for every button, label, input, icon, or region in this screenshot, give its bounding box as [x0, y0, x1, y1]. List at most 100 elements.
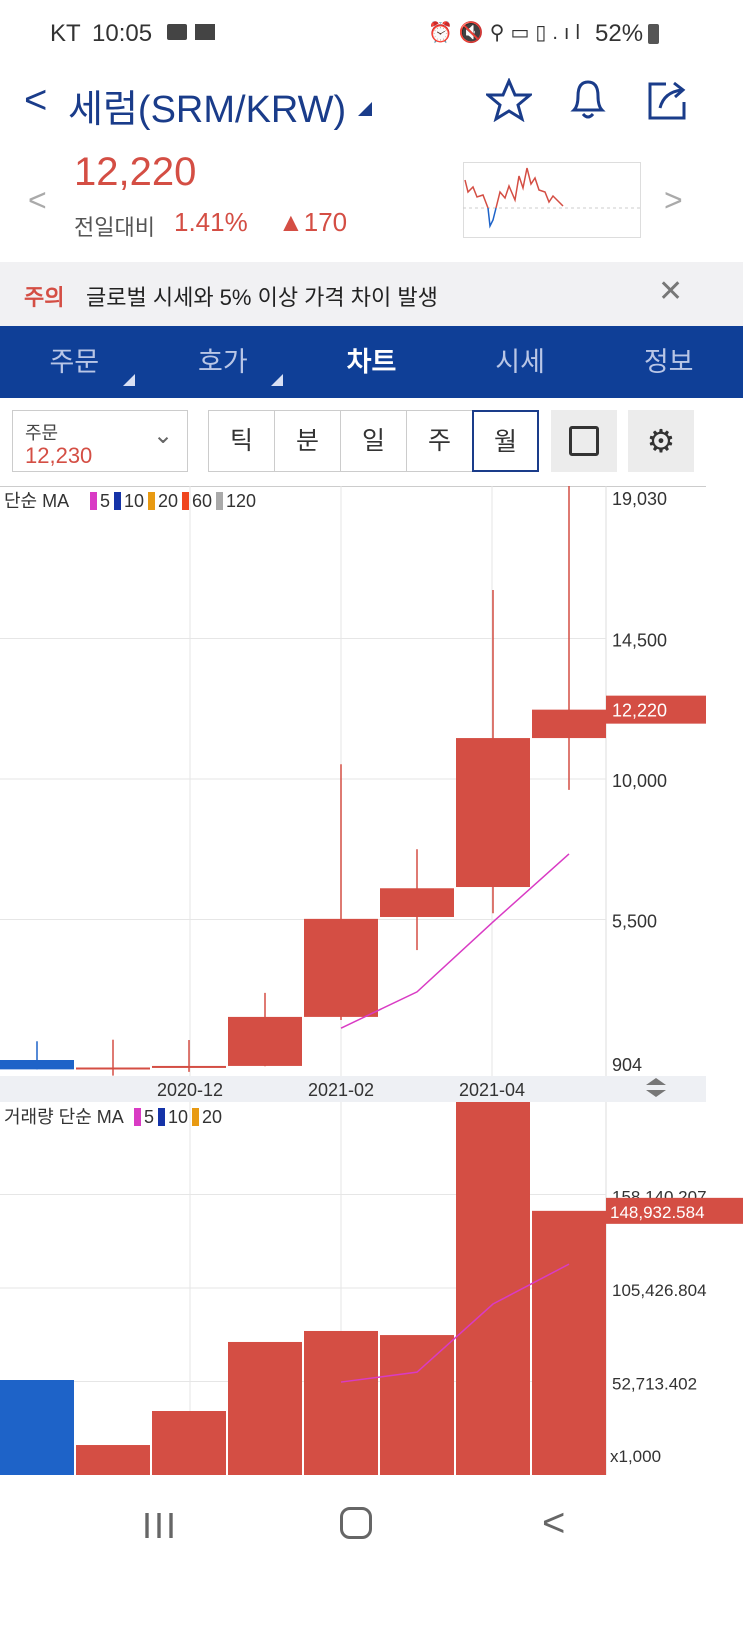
tab-orderbook[interactable]: 호가 — [149, 326, 298, 398]
period-3[interactable]: 주 — [406, 410, 473, 472]
tab-label: 호가 — [198, 347, 248, 377]
dropdown-triangle-icon[interactable] — [358, 102, 372, 116]
change-percent: 1.41% — [174, 207, 248, 237]
carrier: KT — [50, 20, 81, 47]
x-tick-label: 2020-12 — [157, 1080, 223, 1100]
y-tick-label: 52,713.402 — [612, 1375, 697, 1394]
y-tick-label: 5,500 — [612, 911, 657, 931]
period-4[interactable]: 월 — [472, 410, 539, 472]
candle-body — [228, 1016, 302, 1066]
ma5-line — [340, 853, 570, 1029]
change-amount: ▲170 — [278, 207, 347, 238]
order-value: 12,230 — [25, 443, 93, 468]
legend-swatch — [158, 1108, 165, 1126]
close-icon[interactable]: ✕ — [658, 275, 684, 308]
y-tick-label: 10,000 — [612, 771, 667, 791]
tab-label: 차트 — [346, 347, 397, 377]
volume-bar — [380, 1335, 454, 1475]
next-coin-icon[interactable]: > — [664, 182, 683, 218]
legend-swatch — [134, 1108, 141, 1126]
legend-swatch — [192, 1108, 199, 1126]
legend-swatch — [90, 492, 97, 510]
system-icons: ⏰🔇⚲▭▯.ıl — [428, 22, 586, 44]
bell-icon[interactable] — [566, 76, 610, 122]
notice-tag: 주의 — [24, 285, 65, 310]
period-1[interactable]: 분 — [274, 410, 341, 472]
unit-label: x1,000 — [610, 1447, 661, 1466]
current-volume-label: 148,932.584 — [610, 1203, 705, 1222]
mini-chart — [463, 162, 641, 238]
tab-label: 주문 — [49, 347, 100, 377]
candle-body — [380, 888, 454, 917]
candle-body — [0, 1060, 74, 1070]
chevron-down-icon: ⌄ — [153, 422, 174, 449]
order-label: 주문 — [25, 423, 59, 443]
tab-label: 정보 — [643, 347, 694, 377]
y-tick-label: 105,426.804 — [612, 1281, 707, 1300]
order-price-select[interactable]: 주문 12,230 ⌄ — [12, 410, 188, 472]
legend-label: 10 — [124, 491, 144, 511]
page-title[interactable]: 세럼(SRM/KRW) — [68, 89, 347, 131]
legend-label: 120 — [226, 491, 256, 511]
price-chart[interactable]: 19,030 14,500 10,000 5,500 904 2020-12 2021-02… — [0, 486, 743, 1102]
x-tick-label: 2021-04 — [459, 1080, 525, 1100]
change-amount-value: 170 — [303, 207, 348, 237]
x-tick-label: 2021-02 — [308, 1080, 374, 1100]
period-0[interactable]: 틱 — [208, 410, 275, 472]
candle-body — [456, 738, 530, 888]
share-icon[interactable] — [646, 78, 690, 122]
tab-bar: 주문 호가 차트 시세 정보 — [0, 326, 743, 398]
current-price-label: 12,220 — [612, 701, 667, 721]
volume-bar — [0, 1380, 74, 1475]
back-nav-icon[interactable]: < — [542, 1501, 566, 1545]
battery-percent: 52% — [595, 20, 644, 47]
chart-type-button[interactable] — [551, 410, 617, 472]
settings-button[interactable]: ⚙ — [628, 410, 694, 472]
up-triangle-icon: ▲ — [278, 207, 304, 237]
y-tick-label: 904 — [612, 1055, 642, 1075]
back-icon[interactable]: < — [24, 78, 48, 122]
legend-title: 거래량 단순 MA — [4, 1107, 124, 1127]
candle-body — [152, 1065, 226, 1068]
legend-swatch — [182, 492, 189, 510]
prev-coin-icon[interactable]: < — [28, 182, 47, 218]
candle-body — [304, 918, 378, 1017]
volume-chart[interactable]: 158,140.207105,426.80452,713.402x1,00014… — [0, 1102, 743, 1475]
current-price: 12,220 — [74, 150, 197, 194]
clock: 10:05 — [92, 20, 153, 47]
legend-label: 5 — [100, 491, 110, 511]
legend-swatch — [216, 492, 223, 510]
legend-swatch — [114, 492, 121, 510]
volume-bar — [76, 1445, 150, 1475]
status-bar: KT 10:05 ⏰🔇⚲▭▯.ıl 52% — [0, 0, 743, 60]
volume-bar — [456, 1102, 530, 1475]
current-volume-marker — [606, 1197, 743, 1224]
period-2[interactable]: 일 — [340, 410, 407, 472]
pass-icon — [195, 24, 215, 40]
volume-bar — [228, 1341, 302, 1475]
current-price-marker — [606, 695, 706, 724]
system-nav-bar: III < — [0, 1475, 743, 1651]
tab-quotes[interactable]: 시세 — [446, 326, 595, 398]
notice-message: 글로벌 시세와 5% 이상 가격 차이 발생 — [86, 285, 438, 310]
volume-bar — [304, 1330, 378, 1475]
square-icon — [569, 426, 599, 456]
tab-info[interactable]: 정보 — [594, 326, 743, 398]
recent-apps-icon[interactable]: III — [142, 1505, 179, 1546]
change-label: 전일대비 — [74, 215, 155, 240]
tab-label: 시세 — [495, 347, 545, 377]
candle-body — [76, 1067, 150, 1070]
notice-banner: 주의 글로벌 시세와 5% 이상 가격 차이 발생 ✕ — [0, 262, 743, 326]
battery-icon — [648, 24, 659, 44]
legend-label: 5 — [144, 1107, 154, 1127]
tab-order[interactable]: 주문 — [0, 326, 149, 398]
gear-icon: ⚙ — [646, 423, 676, 459]
candle-body — [532, 709, 606, 739]
star-icon[interactable] — [486, 78, 532, 122]
legend-title: 단순 MA — [4, 491, 69, 511]
volume-bar — [532, 1210, 606, 1475]
tab-chart[interactable]: 차트 — [297, 326, 446, 398]
home-icon[interactable] — [340, 1507, 372, 1539]
legend-label: 60 — [192, 491, 212, 511]
volume-bar — [152, 1411, 226, 1475]
